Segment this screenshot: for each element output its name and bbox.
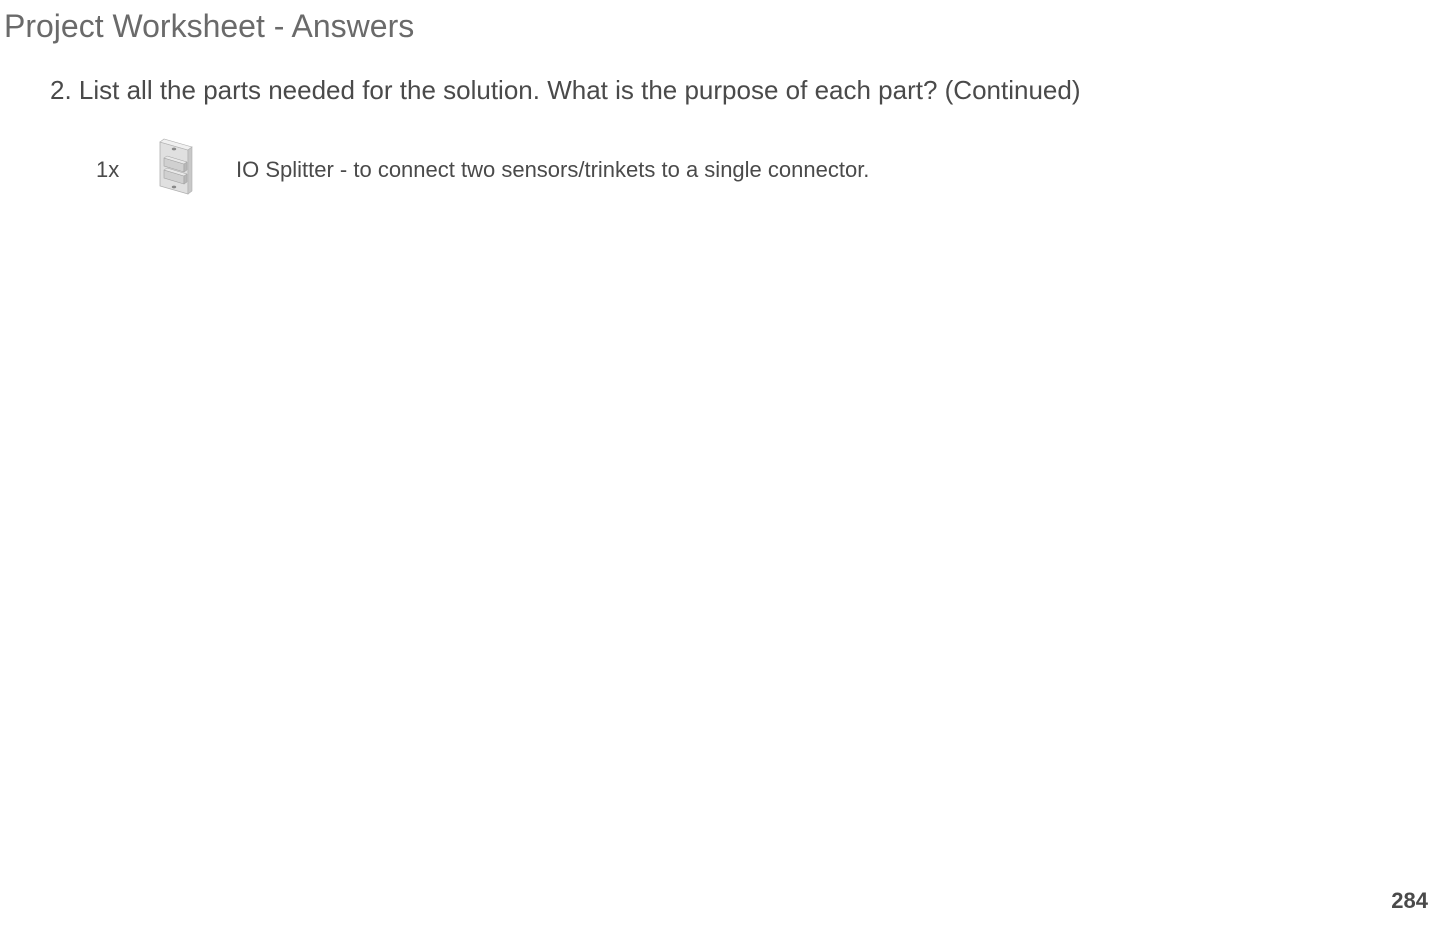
question-text: 2. List all the parts needed for the sol… [0,45,1440,106]
io-splitter-icon [148,134,200,206]
page-title: Project Worksheet - Answers [0,0,1440,45]
part-description: IO Splitter - to connect two sensors/tri… [224,157,869,183]
part-row: 1x IO Splitter - to connect two sensors/… [0,106,1440,206]
part-quantity: 1x [96,157,124,183]
page-number: 284 [1391,888,1428,914]
